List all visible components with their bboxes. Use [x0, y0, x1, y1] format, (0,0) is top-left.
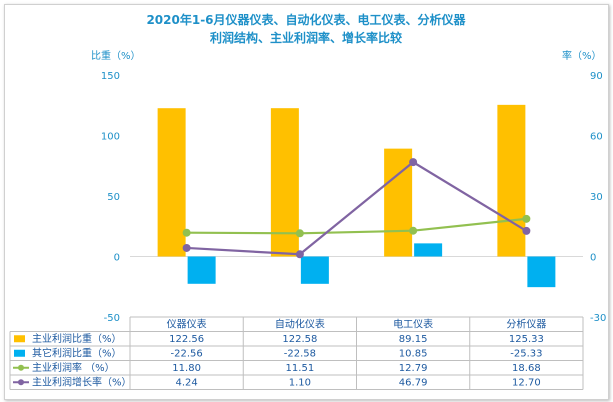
- bar-main-profit: [497, 104, 526, 257]
- bar-main-profit: [384, 148, 413, 257]
- category-label: 自动化仪表: [275, 318, 325, 331]
- category-label: 分析仪器: [506, 318, 546, 331]
- category-label: 仪器仪表: [167, 318, 207, 331]
- right-tick-label: 60: [590, 132, 603, 143]
- legend-key: [14, 335, 25, 343]
- legend-key: [18, 379, 24, 386]
- data-label: 4.24: [175, 378, 197, 389]
- bar-main-profit: [157, 108, 186, 257]
- legend-key: [18, 364, 24, 371]
- data-label: -25.33: [510, 349, 542, 360]
- series-point-growth-rate: [522, 226, 531, 235]
- series-point-profit-rate: [409, 226, 418, 235]
- left-tick-label: 150: [101, 71, 120, 82]
- bar-other-profit: [300, 256, 329, 284]
- data-label: 46.79: [399, 378, 428, 389]
- data-label: -22.58: [284, 349, 316, 360]
- data-label: 11.51: [286, 363, 315, 374]
- bar-other-profit: [414, 243, 443, 257]
- left-tick-label: 0: [114, 253, 120, 264]
- legend-key: [14, 349, 25, 357]
- data-label: 122.56: [169, 334, 204, 345]
- series-point-growth-rate: [409, 158, 418, 167]
- legend-label: 主业利润率 （%）: [32, 361, 115, 374]
- data-label: 1.10: [289, 378, 311, 389]
- data-label: 10.85: [399, 349, 428, 360]
- series-point-profit-rate: [182, 228, 191, 237]
- data-label: -22.56: [171, 349, 203, 360]
- chart-title-line1: 2020年1-6月仪器仪表、自动化仪表、电工仪表、分析仪器: [146, 12, 466, 27]
- data-label: 11.80: [172, 363, 201, 374]
- data-label: 18.68: [512, 363, 541, 374]
- left-tick-label: 100: [101, 132, 120, 143]
- data-label: 12.79: [399, 363, 428, 374]
- legend-label: 其它利润比重（%）: [32, 347, 122, 360]
- series-point-profit-rate: [295, 229, 304, 238]
- right-axis-label: 率（%）: [562, 49, 602, 62]
- right-tick-label: 0: [590, 253, 596, 264]
- series-point-growth-rate: [295, 250, 304, 259]
- right-tick-label: 30: [590, 192, 603, 203]
- bar-other-profit: [527, 256, 556, 288]
- series-point-profit-rate: [522, 214, 531, 223]
- series-point-growth-rate: [182, 243, 191, 252]
- left-tick-label: 50: [107, 192, 120, 203]
- series-line-profit-rate: [186, 217, 527, 235]
- data-label: 125.33: [509, 334, 544, 345]
- bar-other-profit: [187, 256, 216, 284]
- category-label: 电工仪表: [393, 318, 433, 331]
- data-label: 12.70: [512, 378, 541, 389]
- data-label: 89.15: [399, 334, 428, 345]
- chart-title-line2: 利润结构、主业利润率、增长率比较: [210, 30, 402, 45]
- left-axis-label: 比重（%）: [91, 49, 141, 62]
- legend-label: 主业利润增长率（%）: [32, 376, 132, 389]
- data-label: 122.58: [282, 334, 317, 345]
- left-tick-label: -50: [104, 313, 120, 324]
- legend-label: 主业利润比重（%）: [32, 332, 122, 345]
- right-tick-label: -30: [590, 313, 606, 324]
- right-tick-label: 90: [590, 71, 603, 82]
- bar-main-profit: [270, 108, 299, 257]
- series-line-growth-rate: [186, 160, 527, 256]
